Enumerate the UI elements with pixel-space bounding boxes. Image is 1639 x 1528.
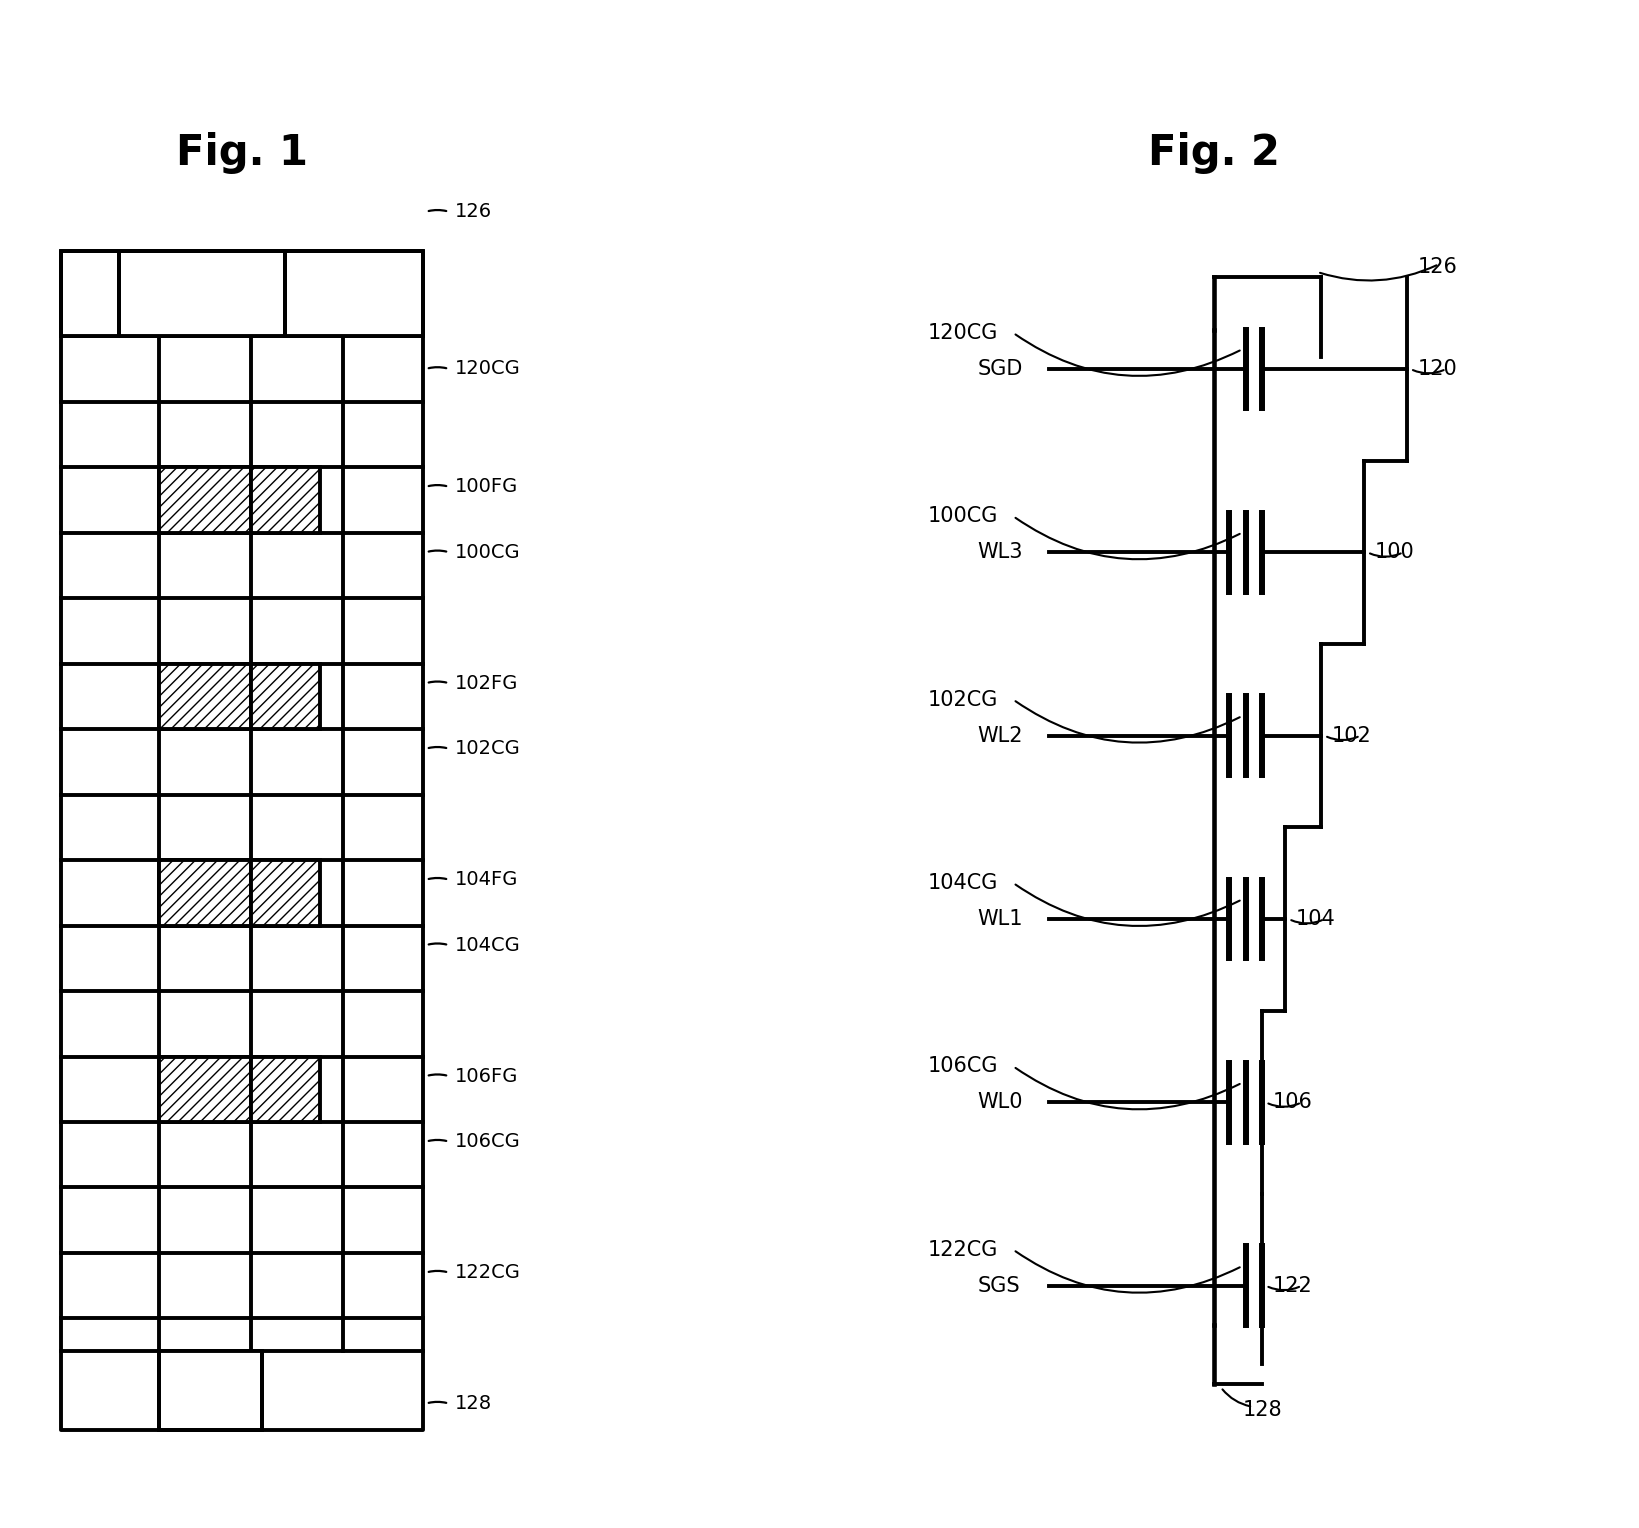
Text: SGS: SGS bbox=[977, 1276, 1019, 1296]
Bar bbox=[159, 1056, 251, 1122]
Text: 120CG: 120CG bbox=[926, 322, 997, 342]
Bar bbox=[251, 663, 320, 729]
Text: WL3: WL3 bbox=[977, 542, 1023, 562]
Text: 106CG: 106CG bbox=[454, 1132, 520, 1151]
Bar bbox=[120, 251, 285, 336]
Text: 120: 120 bbox=[1416, 359, 1457, 379]
Bar bbox=[285, 251, 423, 336]
Text: 100CG: 100CG bbox=[926, 506, 997, 526]
Text: 120CG: 120CG bbox=[454, 359, 520, 379]
Text: 122: 122 bbox=[1272, 1276, 1311, 1296]
Bar bbox=[62, 336, 423, 1351]
Text: 128: 128 bbox=[1241, 1400, 1282, 1420]
Text: 102FG: 102FG bbox=[454, 674, 518, 692]
Text: SGD: SGD bbox=[977, 359, 1023, 379]
Bar bbox=[251, 468, 320, 533]
Text: WL2: WL2 bbox=[977, 726, 1023, 746]
Text: 128: 128 bbox=[454, 1394, 492, 1413]
Text: 102CG: 102CG bbox=[454, 740, 520, 758]
Text: 106CG: 106CG bbox=[926, 1056, 997, 1076]
Text: Fig. 2: Fig. 2 bbox=[1147, 131, 1278, 174]
Bar bbox=[251, 1056, 320, 1122]
Text: Fig. 1: Fig. 1 bbox=[177, 131, 308, 174]
Text: 102: 102 bbox=[1331, 726, 1370, 746]
Bar bbox=[159, 468, 251, 533]
Bar bbox=[159, 1351, 262, 1430]
Bar bbox=[62, 251, 118, 336]
Text: 104CG: 104CG bbox=[926, 872, 997, 892]
Text: 122CG: 122CG bbox=[926, 1239, 997, 1259]
Text: 126: 126 bbox=[1416, 257, 1457, 278]
Text: 100CG: 100CG bbox=[454, 542, 520, 562]
Text: 104CG: 104CG bbox=[454, 935, 520, 955]
Text: WL0: WL0 bbox=[977, 1093, 1023, 1112]
Text: 100: 100 bbox=[1373, 542, 1413, 562]
Bar bbox=[251, 860, 320, 926]
Text: 100FG: 100FG bbox=[454, 477, 518, 497]
Text: 106: 106 bbox=[1272, 1093, 1313, 1112]
Text: 102CG: 102CG bbox=[926, 689, 997, 709]
Text: 122CG: 122CG bbox=[454, 1264, 520, 1282]
Text: 104: 104 bbox=[1295, 909, 1334, 929]
Text: 106FG: 106FG bbox=[454, 1067, 518, 1086]
Text: WL1: WL1 bbox=[977, 909, 1023, 929]
Bar bbox=[159, 860, 251, 926]
Text: 126: 126 bbox=[454, 202, 492, 222]
Bar bbox=[159, 663, 251, 729]
Text: 104FG: 104FG bbox=[454, 869, 518, 889]
